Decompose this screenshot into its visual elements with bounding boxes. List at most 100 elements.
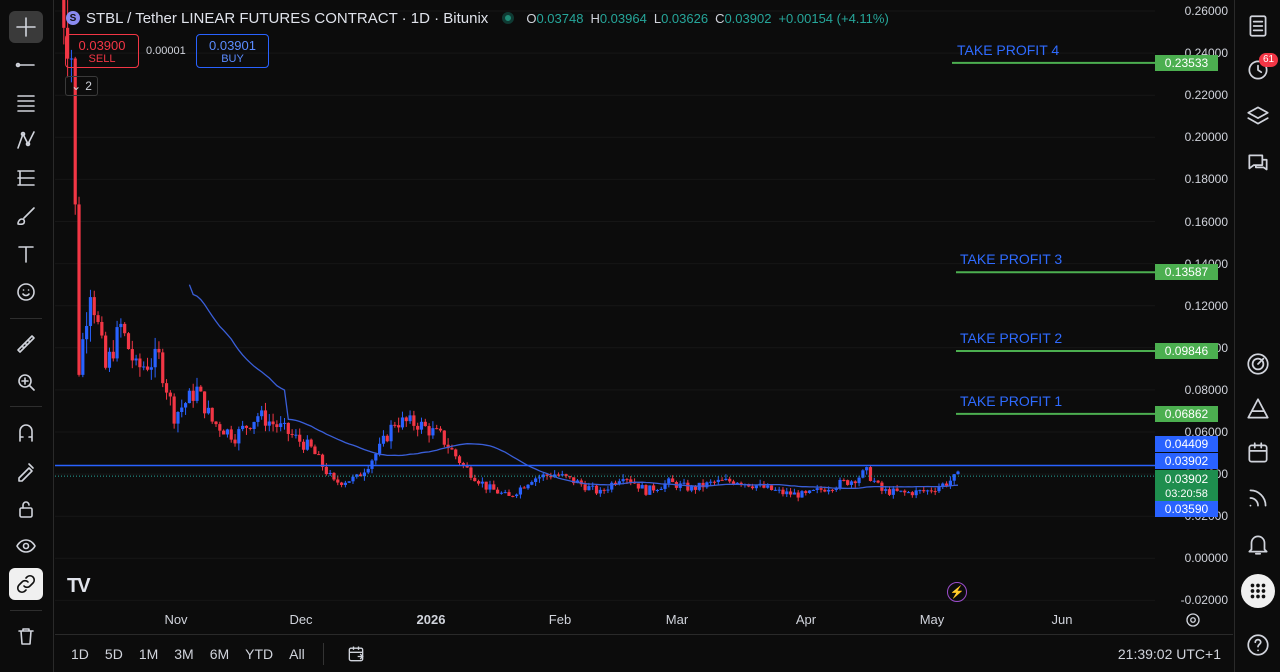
candle-body [788, 491, 793, 495]
candle-body [956, 471, 960, 475]
chat-icon[interactable] [1243, 148, 1273, 178]
sell-button[interactable]: 0.03900 SELL [65, 34, 139, 68]
apps-grid-icon[interactable] [1241, 574, 1275, 608]
toolbar-divider [10, 406, 42, 407]
candle-body [476, 481, 481, 484]
range-3m[interactable]: 3M [174, 645, 194, 662]
candle-body [374, 453, 378, 461]
trend-line-icon[interactable] [9, 49, 43, 81]
range-ytd[interactable]: YTD [245, 645, 274, 662]
ohlc-values: O0.03748 H0.03964 L0.03626 C0.03902 +0.00154… [526, 11, 888, 26]
price-axis-label: 0.26000 [1184, 4, 1228, 18]
candle-body [857, 477, 861, 484]
candle-body [328, 472, 332, 475]
candle-body [145, 366, 150, 370]
candle-body [922, 490, 926, 492]
magnet-icon[interactable] [9, 417, 43, 449]
right-sidebar: 61 [1234, 0, 1280, 672]
fib-icon[interactable] [9, 162, 43, 194]
candle-body [222, 430, 226, 435]
candle-body [206, 407, 210, 414]
candle-countdown: 03:20:58 [1155, 486, 1218, 501]
candle-body [161, 352, 165, 384]
candle-body [553, 474, 557, 478]
candle-body [507, 492, 511, 496]
indicator-count: 2 [85, 79, 92, 93]
candle-body [446, 444, 450, 449]
alerts-count-badge: 61 [1259, 53, 1279, 67]
candle-body [92, 297, 96, 316]
goto-date-icon[interactable] [346, 644, 366, 664]
candle-body [648, 485, 652, 495]
watchlist-icon[interactable] [1243, 11, 1273, 41]
lightning-icon[interactable]: ⚡ [947, 582, 967, 602]
candle-body [545, 474, 549, 476]
emoji-icon[interactable] [9, 276, 43, 308]
take-profit-label[interactable]: TAKE PROFIT 4 [957, 41, 1060, 58]
alerts-clock-icon[interactable] [1243, 55, 1273, 85]
candle-body [728, 478, 732, 482]
buy-label: BUY [221, 53, 244, 65]
candle-body [69, 58, 74, 60]
settings-gear-icon[interactable] [1184, 611, 1202, 629]
brush-icon[interactable] [9, 200, 43, 232]
notifications-bell-icon[interactable] [1243, 529, 1273, 559]
candle-body [644, 485, 648, 495]
candle-body [107, 351, 112, 368]
candle-body [187, 390, 191, 404]
range-1d[interactable]: 1D [71, 645, 89, 662]
layers-icon[interactable] [1243, 101, 1273, 131]
calendar-icon[interactable] [1243, 438, 1273, 468]
candle-body [320, 454, 325, 467]
text-icon[interactable] [9, 238, 43, 270]
range-6m[interactable]: 6M [209, 645, 230, 662]
buy-button[interactable]: 0.03901 BUY [196, 34, 269, 68]
candle-body [457, 456, 462, 464]
crosshair-icon[interactable] [9, 11, 43, 43]
candle-body [914, 490, 918, 496]
take-profit-price-tag: 0.23533 [1155, 54, 1218, 71]
market-open-status-icon [502, 12, 515, 24]
left-toolbar [0, 0, 54, 672]
candle-body [73, 58, 77, 205]
candle-body [625, 479, 629, 481]
candle-body [720, 479, 724, 481]
candle-body [389, 424, 393, 442]
news-feed-icon[interactable] [1243, 483, 1273, 513]
pattern-icon[interactable] [9, 124, 43, 156]
candle-body [248, 427, 252, 429]
ruler-icon[interactable] [9, 328, 43, 360]
lock-icon[interactable] [9, 493, 43, 525]
price-chart[interactable] [55, 0, 1233, 630]
range-all[interactable]: All [289, 645, 305, 662]
candle-body [556, 474, 561, 476]
candle-body [610, 482, 614, 490]
target-icon[interactable] [1243, 349, 1273, 379]
candle-body [271, 421, 275, 425]
take-profit-label[interactable]: TAKE PROFIT 3 [960, 251, 1063, 268]
candle-body [100, 321, 104, 336]
take-profit-label[interactable]: TAKE PROFIT 1 [960, 392, 1063, 409]
candle-body [564, 474, 568, 477]
candle-body [933, 491, 937, 493]
zoom-in-icon[interactable] [9, 366, 43, 398]
link-icon[interactable] [9, 568, 43, 600]
horizontal-lines-icon[interactable] [9, 86, 43, 118]
range-1m[interactable]: 1M [138, 645, 159, 662]
time-axis-label: Mar [665, 612, 689, 627]
symbol-title[interactable]: STBL / Tether LINEAR FUTURES CONTRACT · … [86, 9, 489, 27]
lock-drawing-icon[interactable] [9, 455, 43, 487]
take-profit-label[interactable]: TAKE PROFIT 2 [960, 330, 1063, 347]
range-5d[interactable]: 5D [104, 645, 123, 662]
eye-icon[interactable] [9, 530, 43, 562]
ideas-icon[interactable] [1243, 394, 1273, 424]
candle-body [309, 439, 313, 447]
time-axis-label: Jun [1051, 612, 1073, 627]
help-icon[interactable] [1243, 630, 1273, 660]
indicators-collapse-button[interactable]: ⌄ 2 [65, 76, 98, 96]
chart-area[interactable] [55, 0, 1233, 630]
candle-body [701, 482, 705, 488]
trash-icon[interactable] [9, 620, 43, 652]
candle-body [237, 429, 241, 444]
clock-timezone[interactable]: 21:39:02 UTC+1 [1117, 645, 1221, 662]
